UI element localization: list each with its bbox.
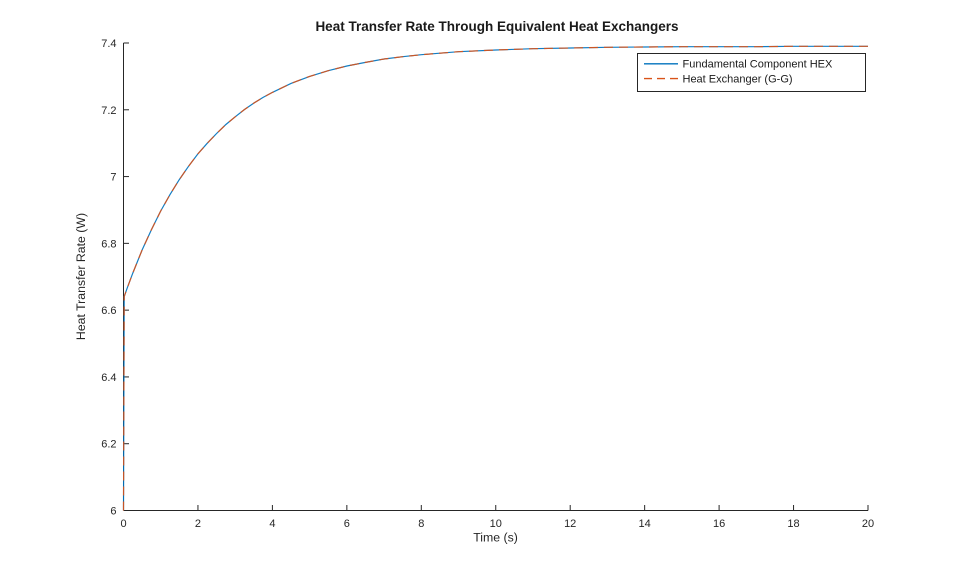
legend: Fundamental Component HEX Heat Exchanger … xyxy=(637,53,866,92)
y-tick-label: 7.2 xyxy=(101,105,116,117)
x-tick-label: 20 xyxy=(862,518,874,530)
x-axis-label: Time (s) xyxy=(473,531,518,545)
series-line-orange-dashed xyxy=(122,45,868,511)
x-tick-label: 2 xyxy=(195,518,201,530)
x-tick-label: 18 xyxy=(787,518,799,530)
x-tick-label: 4 xyxy=(269,518,275,530)
y-tick-label: 6 xyxy=(110,506,116,518)
y-axis-label: Heat Transfer Rate (W) xyxy=(74,213,88,340)
x-tick-label: 0 xyxy=(120,518,126,530)
plot-series xyxy=(122,45,868,511)
x-tick-label: 16 xyxy=(713,518,725,530)
x-axis-ticks: 0 2 4 6 8 10 12 14 16 18 20 xyxy=(120,505,874,530)
x-tick-label: 12 xyxy=(564,518,576,530)
y-tick-label: 7 xyxy=(110,172,116,184)
y-tick-label: 6.2 xyxy=(101,439,116,451)
chart-title: Heat Transfer Rate Through Equivalent He… xyxy=(315,19,678,34)
y-axis-ticks: 6 6.2 6.4 6.6 6.8 7 7.2 7.4 xyxy=(101,38,129,518)
y-tick-label: 6.8 xyxy=(101,238,116,250)
axes-spines xyxy=(123,43,868,511)
legend-entry-label: Heat Exchanger (G-G) xyxy=(683,74,793,86)
legend-box xyxy=(637,53,866,92)
x-tick-label: 14 xyxy=(639,518,651,530)
legend-entry-label: Fundamental Component HEX xyxy=(683,59,833,71)
series-line-blue-solid xyxy=(122,45,868,511)
y-tick-label: 7.4 xyxy=(101,38,116,50)
x-tick-label: 6 xyxy=(344,518,350,530)
y-tick-label: 6.6 xyxy=(101,305,116,317)
x-tick-label: 8 xyxy=(418,518,424,530)
x-tick-label: 10 xyxy=(490,518,502,530)
y-tick-label: 6.4 xyxy=(101,372,116,384)
